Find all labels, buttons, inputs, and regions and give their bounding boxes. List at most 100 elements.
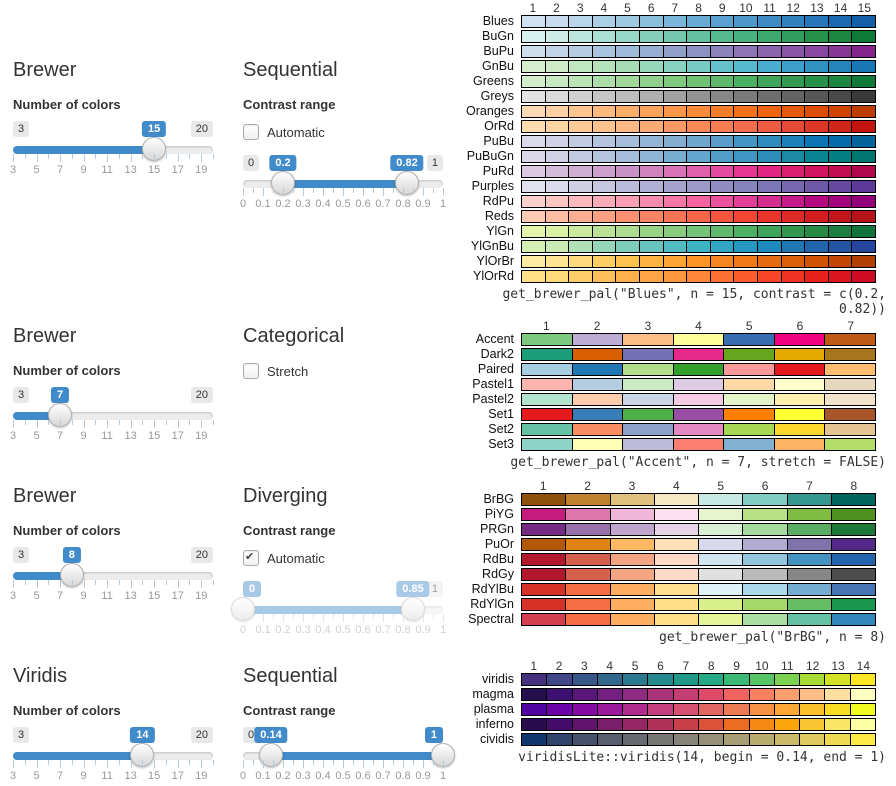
swatch: [672, 379, 724, 390]
palette-strip: [521, 240, 876, 253]
swatch: [522, 136, 545, 147]
swatch: [799, 674, 825, 685]
swatch: [544, 16, 569, 27]
swatch: [596, 734, 623, 745]
swatch: [662, 241, 687, 252]
slider-track[interactable]: [13, 403, 213, 427]
swatch: [697, 734, 724, 745]
swatch: [591, 46, 616, 57]
swatch: [686, 61, 710, 72]
swatch: [698, 569, 743, 580]
automatic-checkbox[interactable]: Automatic: [243, 124, 443, 140]
swatch: [615, 226, 639, 237]
slider-track[interactable]: [243, 743, 455, 767]
palette-chart: 1 2 3 4 5 6 7 8 9 10 11 12 13 14 viridis magma plasma inf…: [460, 660, 886, 766]
swatch: [615, 91, 639, 102]
palette-row-label: BrBG: [483, 492, 514, 506]
swatch: [568, 181, 592, 192]
palette-row: Spectral: [460, 613, 886, 626]
swatch: [609, 569, 654, 580]
slider-max-label: 20: [190, 727, 213, 743]
slider-tick-label: 0.8: [395, 624, 411, 636]
palette-row-label: Set2: [488, 422, 514, 436]
palette-strip: [521, 348, 876, 361]
number-of-colors-slider[interactable]: 3 20 15 3 5 7 9 11 13 15 17 19: [10, 121, 214, 179]
swatch: [780, 61, 805, 72]
swatch: [591, 166, 616, 177]
number-of-colors-label: Number of colors: [13, 703, 121, 718]
checkbox-box[interactable]: [243, 124, 259, 140]
slider-tick-label: 0.3: [295, 198, 311, 210]
swatch: [709, 211, 734, 222]
palette-strip: [521, 508, 876, 521]
slider-fill: [13, 572, 72, 580]
contrast-range-label: Contrast range: [243, 703, 336, 718]
palette-row: Purples: [460, 180, 886, 193]
column-number: 8: [695, 1, 702, 15]
palette-row: RdYlBu: [460, 583, 886, 596]
automatic-checkbox[interactable]: Automatic: [243, 550, 443, 566]
swatch: [733, 46, 757, 57]
swatch: [804, 121, 828, 132]
slider-value-bubble: 15: [142, 121, 167, 137]
swatch: [522, 151, 545, 162]
slider-tick: [189, 760, 191, 765]
contrast-range-slider[interactable]: 0 1 0.2 0.82 0 0.1 0.2 0.3 0.4 0.5 0.6 0.7 0.8 0.9 1: [240, 155, 447, 214]
swatch: [756, 16, 781, 27]
slider-tick-label: 0.3: [295, 624, 311, 636]
checkbox-box[interactable]: [243, 363, 259, 379]
swatch: [780, 211, 805, 222]
slider-handle[interactable]: [395, 171, 419, 195]
checkbox-box[interactable]: [243, 550, 259, 566]
slider-tick: [363, 760, 364, 768]
swatch: [799, 719, 825, 730]
stretch-checkbox[interactable]: Stretch: [243, 363, 443, 379]
slider-min-label: 3: [13, 727, 30, 743]
swatch: [733, 91, 757, 102]
slider-track[interactable]: [13, 563, 213, 587]
slider-handle[interactable]: [259, 743, 283, 767]
column-header-row: 1 2 3 4 5 6 7: [460, 320, 886, 333]
swatch: [622, 704, 648, 715]
swatch: [780, 256, 805, 267]
swatch: [596, 689, 623, 700]
swatch: [827, 16, 852, 27]
swatch: [638, 196, 663, 207]
swatch: [568, 241, 592, 252]
slider-handle[interactable]: [48, 403, 73, 427]
code-caption: get_brewer_pal("Accent", n = 7, stretch …: [510, 455, 886, 470]
palette-row-label: RdYlBu: [471, 582, 514, 596]
swatch: [622, 424, 673, 435]
swatch: [723, 379, 774, 390]
palette-type-title: Diverging: [243, 485, 328, 507]
slider-track[interactable]: [13, 137, 213, 161]
number-of-colors-slider[interactable]: 3 20 14 3 5 7 9 11 13 15 17 19: [10, 727, 214, 785]
slider-tick-label: 1: [439, 198, 447, 210]
slider-tick: [353, 188, 354, 193]
swatch: [653, 599, 698, 610]
swatch: [830, 599, 875, 610]
swatch: [522, 181, 545, 192]
swatch: [851, 226, 875, 237]
swatch: [709, 181, 734, 192]
palette-row-label: RdPu: [482, 194, 514, 208]
contrast-range-slider[interactable]: 0 0.14 1 0 0.1 0.2 0.3 0.4 0.5 0.6 0.7 0.8 0.9 1: [240, 727, 455, 785]
palette-row: Blues: [460, 15, 886, 28]
slider-tick: [24, 420, 26, 425]
slider-tick: [443, 614, 444, 622]
swatch: [522, 424, 572, 435]
palette-strip: [521, 703, 876, 716]
slider-track[interactable]: [13, 743, 213, 767]
slider-tick: [118, 580, 120, 585]
slider-track[interactable]: [243, 171, 443, 195]
number-of-colors-slider[interactable]: 3 20 8 3 5 7 9 11 13 15 17 19: [10, 547, 214, 605]
slider-grid: 0 0.1 0.2 0.3 0.4 0.5 0.6 0.7 0.8 0.9 1: [240, 188, 447, 214]
number-of-colors-slider[interactable]: 3 20 7 3 5 7 9 11 13 15 17 19: [10, 387, 214, 445]
swatch: [565, 614, 610, 625]
swatch: [622, 674, 648, 685]
swatch: [786, 569, 831, 580]
slider-tick-label: 7: [56, 164, 64, 176]
swatch: [568, 211, 592, 222]
swatch: [733, 211, 757, 222]
column-headers: 1 2 3 4 5 6 7: [521, 320, 876, 333]
